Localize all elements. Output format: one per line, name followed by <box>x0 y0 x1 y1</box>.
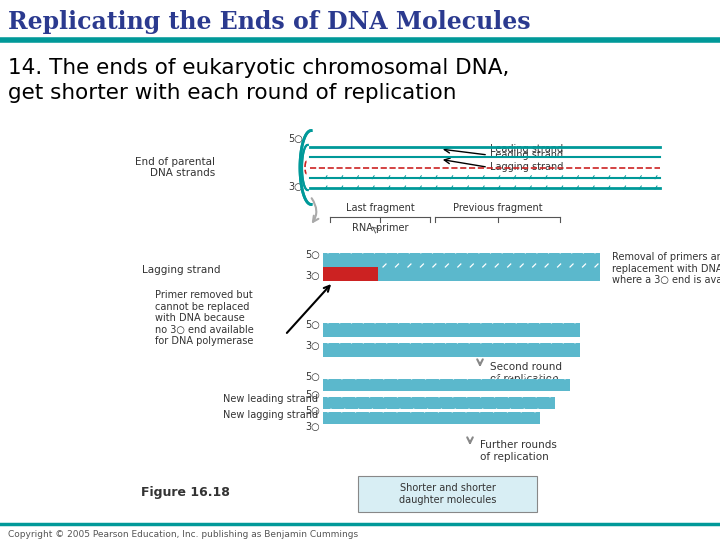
FancyBboxPatch shape <box>323 323 580 337</box>
Text: 3○: 3○ <box>289 182 303 192</box>
Text: Leading strand: Leading strand <box>490 144 563 154</box>
Text: 3○: 3○ <box>305 271 320 281</box>
Text: Previous fragment: Previous fragment <box>453 203 542 213</box>
FancyBboxPatch shape <box>358 476 537 512</box>
Text: Leading strand: Leading strand <box>490 150 563 160</box>
Text: 5○: 5○ <box>305 320 320 330</box>
Text: 3○: 3○ <box>305 422 320 432</box>
FancyBboxPatch shape <box>323 412 540 424</box>
Text: 5○: 5○ <box>305 372 320 382</box>
FancyBboxPatch shape <box>323 379 570 391</box>
Text: Lagging strand: Lagging strand <box>142 265 220 275</box>
Text: Primer removed but
cannot be replaced
with DNA because
no 3○ end available
for D: Primer removed but cannot be replaced wi… <box>155 290 253 346</box>
Text: 3○: 3○ <box>305 341 320 351</box>
Text: Removal of primers and
replacement with DNA
where a 3○ end is available: Removal of primers and replacement with … <box>612 252 720 285</box>
Text: 5○: 5○ <box>305 250 320 260</box>
Text: Lagging strand: Lagging strand <box>490 162 563 172</box>
Text: 5○: 5○ <box>305 406 320 416</box>
Text: Further rounds
of replication: Further rounds of replication <box>480 440 557 462</box>
Text: Copyright © 2005 Pearson Education, Inc. publishing as Benjamin Cummings: Copyright © 2005 Pearson Education, Inc.… <box>8 530 358 539</box>
Text: Second round
of replication: Second round of replication <box>490 362 562 383</box>
FancyBboxPatch shape <box>323 397 555 409</box>
FancyBboxPatch shape <box>323 267 378 281</box>
Text: 14. The ends of eukaryotic chromosomal DNA,: 14. The ends of eukaryotic chromosomal D… <box>8 58 509 78</box>
Text: get shorter with each round of replication: get shorter with each round of replicati… <box>8 83 456 103</box>
FancyBboxPatch shape <box>378 267 600 281</box>
Text: End of parental
DNA strands: End of parental DNA strands <box>135 157 215 178</box>
Text: New lagging strand: New lagging strand <box>223 410 318 420</box>
FancyBboxPatch shape <box>323 343 580 357</box>
Text: Replicating the Ends of DNA Molecules: Replicating the Ends of DNA Molecules <box>8 10 531 34</box>
Text: Last fragment: Last fragment <box>346 203 415 213</box>
Text: RNA primer: RNA primer <box>352 223 408 233</box>
Text: 5○: 5○ <box>288 134 303 144</box>
Text: Shorter and shorter
daughter molecules: Shorter and shorter daughter molecules <box>399 483 496 505</box>
Text: 5○: 5○ <box>305 390 320 400</box>
Text: New leading strand: New leading strand <box>223 394 318 404</box>
FancyBboxPatch shape <box>323 253 600 267</box>
Text: Figure 16.18: Figure 16.18 <box>140 486 230 499</box>
